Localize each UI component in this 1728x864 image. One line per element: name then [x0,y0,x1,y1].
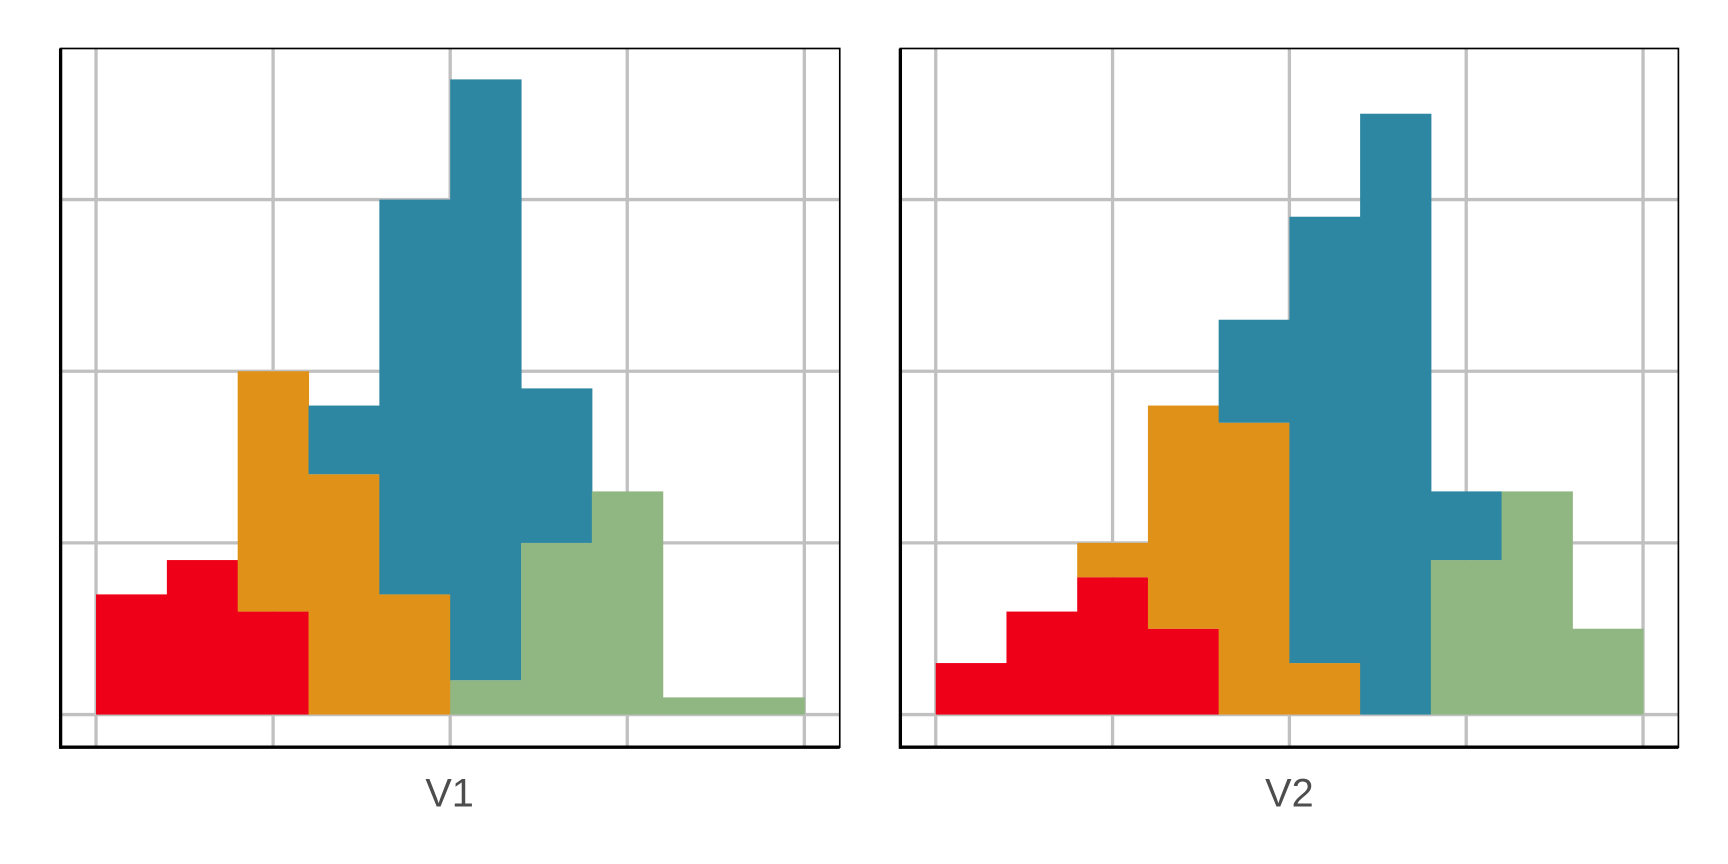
histogram-bar-segment [662,697,735,715]
histogram-bar-segment [308,405,380,475]
histogram-bar-segment [1430,491,1503,561]
histogram-bar-segment [935,663,1008,715]
histogram-bar-segment [166,560,239,715]
histogram-bar-segment [1289,216,1361,664]
histogram-bar-segment [1147,405,1220,629]
histogram-bar-segment [379,594,451,715]
histogram-bar-segment [1077,542,1149,578]
panel-v2 [898,47,1680,749]
histogram-bar-segment [1006,611,1078,715]
histogram-bar-segment [96,594,168,715]
histogram-bar-segment [237,611,310,715]
panel-v1 [58,47,841,749]
histogram-bar-segment [1077,577,1149,715]
histogram-bar-segment [733,697,805,715]
histogram-bar-segment [591,491,664,715]
histogram-bar-segment [237,371,310,612]
histogram-bar-segment [308,474,380,715]
histogram-bar-segment [450,79,522,681]
facet-label-v2: V2 [1265,772,1314,816]
histogram-bar-segment [1218,319,1290,423]
histogram-bar-segment [1572,628,1644,715]
facet-label-v1: V1 [425,772,474,816]
histogram-bar-segment [1360,113,1432,715]
histogram-bar-segment [450,680,522,715]
histogram-bar-segment [521,542,593,715]
histogram-bar-segment [1430,560,1503,715]
histogram-bar-segment [521,388,593,543]
histogram-bar-segment [1501,491,1573,715]
histogram-bar-segment [1289,663,1361,715]
histogram-bar-segment [1218,422,1290,715]
histogram-bar-segment [1147,628,1220,715]
histogram-bar-segment [379,199,451,595]
